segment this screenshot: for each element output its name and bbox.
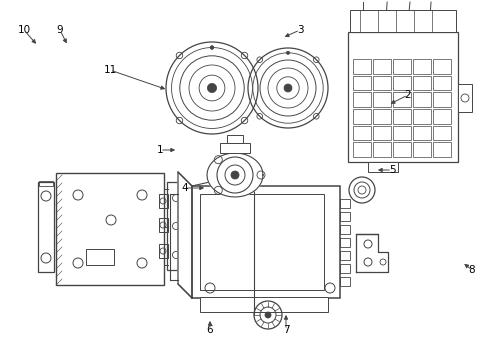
Text: 7: 7 [283, 325, 289, 335]
Bar [413, 109, 431, 124]
Bar [393, 59, 411, 74]
Bar [393, 126, 411, 140]
Bar [413, 142, 431, 157]
Bar [393, 76, 411, 90]
Bar [340, 264, 350, 273]
Text: 11: 11 [103, 65, 117, 75]
Bar [340, 225, 350, 234]
Bar [353, 126, 371, 140]
Text: 10: 10 [18, 25, 30, 35]
Bar [350, 10, 456, 32]
Bar [393, 142, 411, 157]
Bar [39, 181, 53, 186]
Bar [433, 76, 451, 90]
Bar [373, 76, 391, 90]
Bar [413, 126, 431, 140]
Bar [340, 238, 350, 247]
Bar [348, 32, 458, 162]
Polygon shape [178, 172, 192, 298]
Circle shape [265, 312, 271, 318]
Bar [413, 76, 431, 90]
Bar [56, 173, 164, 285]
Bar [393, 109, 411, 124]
Bar [200, 297, 328, 312]
Text: 5: 5 [389, 165, 395, 175]
Bar [220, 143, 250, 153]
Bar [353, 142, 371, 157]
Text: 2: 2 [405, 90, 411, 100]
Bar [38, 182, 54, 272]
Bar [167, 182, 185, 270]
Bar [373, 92, 391, 107]
Bar [433, 59, 451, 74]
Bar [433, 92, 451, 107]
Bar [340, 251, 350, 260]
Circle shape [231, 171, 239, 179]
Text: 4: 4 [182, 183, 188, 193]
Text: 8: 8 [469, 265, 475, 275]
Bar [353, 59, 371, 74]
Bar [353, 109, 371, 124]
Bar [227, 135, 243, 143]
Bar [433, 109, 451, 124]
Bar [159, 218, 168, 232]
Circle shape [284, 84, 292, 92]
Bar [373, 126, 391, 140]
Polygon shape [207, 153, 263, 197]
Polygon shape [356, 234, 388, 272]
Bar [393, 92, 411, 107]
Bar [353, 76, 371, 90]
Bar [413, 92, 431, 107]
Bar [200, 194, 324, 290]
Bar [86, 249, 114, 265]
Circle shape [286, 51, 290, 54]
Bar [413, 59, 431, 74]
Bar [368, 162, 398, 172]
Bar [433, 126, 451, 140]
Bar [373, 109, 391, 124]
Bar [159, 244, 168, 258]
Bar [353, 92, 371, 107]
Text: 9: 9 [57, 25, 63, 35]
Text: 1: 1 [157, 145, 163, 155]
Bar [340, 212, 350, 221]
Bar [373, 59, 391, 74]
Bar [192, 186, 340, 298]
Bar [340, 199, 350, 208]
Bar [159, 194, 168, 208]
Circle shape [207, 84, 217, 93]
Bar [340, 277, 350, 286]
Text: 3: 3 [296, 25, 303, 35]
Bar [458, 84, 472, 112]
Bar [433, 142, 451, 157]
Circle shape [210, 46, 214, 49]
Text: 6: 6 [207, 325, 213, 335]
Bar [373, 142, 391, 157]
